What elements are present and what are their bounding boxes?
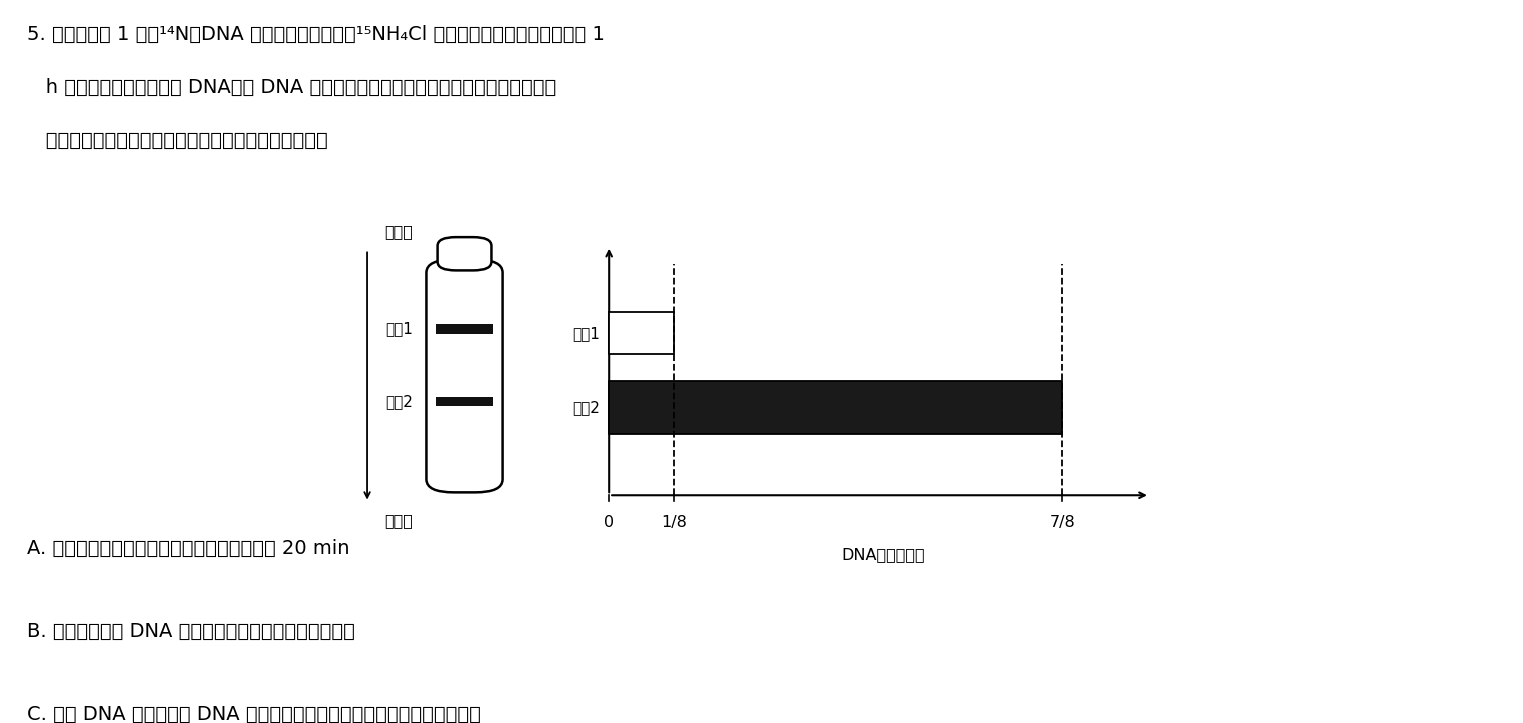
Text: 密度低: 密度低: [384, 224, 413, 239]
Text: 0: 0: [605, 515, 614, 531]
Text: B. 若直接将子代 DNA 进行密度梯度离心能得到三条条带: B. 若直接将子代 DNA 进行密度梯度离心能得到三条条带: [27, 622, 355, 641]
FancyBboxPatch shape: [426, 260, 503, 492]
Text: 5. 研究人员将 1 个含¹⁴N－DNA 的大肠杆菌转移到以¹⁵NH₄Cl 为唯一氮源的培养液中，培养 1: 5. 研究人员将 1 个含¹⁴N－DNA 的大肠杆菌转移到以¹⁵NH₄Cl 为唯…: [27, 25, 605, 44]
Text: 条带1: 条带1: [385, 322, 413, 336]
Text: A. 由结果可推知该大肠杆菌的细胞周期大约为 20 min: A. 由结果可推知该大肠杆菌的细胞周期大约为 20 min: [27, 539, 350, 557]
Text: DNA单链的含量: DNA单链的含量: [842, 547, 924, 562]
Bar: [436, 324, 493, 333]
Bar: [609, 381, 1063, 434]
Text: 条带2: 条带2: [573, 400, 600, 415]
Text: 1/8: 1/8: [661, 515, 687, 531]
Text: h 后提取子代大肠杆菌的 DNA。将 DNA 用相应的酶处理变成单链，然后进行密度梯度离: h 后提取子代大肠杆菌的 DNA。将 DNA 用相应的酶处理变成单链，然后进行密…: [27, 78, 557, 97]
Text: 心，试管中出现两种条带（如图）。下列说法正确的是: 心，试管中出现两种条带（如图）。下列说法正确的是: [27, 131, 327, 150]
Text: C. 解开 DNA 双螺旋可用 DNA 解旋酶，实质是破坏核苷酸之间的磷酸二酯键: C. 解开 DNA 双螺旋可用 DNA 解旋酶，实质是破坏核苷酸之间的磷酸二酯键: [27, 705, 481, 723]
Text: 密度高: 密度高: [384, 513, 413, 528]
Text: 条带1: 条带1: [573, 326, 600, 341]
Bar: [609, 312, 673, 354]
Text: 条带2: 条带2: [385, 394, 413, 408]
Bar: [436, 396, 493, 406]
Text: 7/8: 7/8: [1049, 515, 1075, 531]
FancyBboxPatch shape: [437, 237, 492, 270]
